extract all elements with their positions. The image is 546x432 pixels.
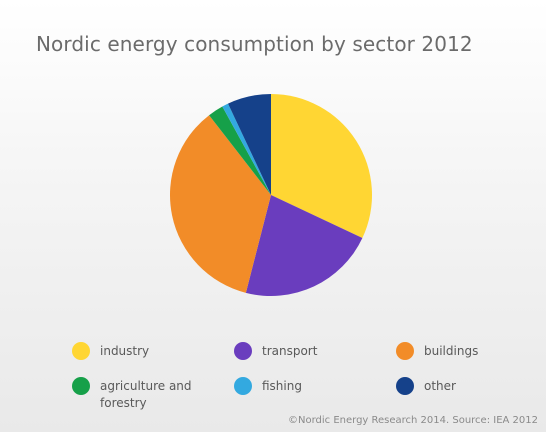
- pie-slice-agriculture-and-forestry: [209, 106, 271, 195]
- chart-title: Nordic energy consumption by sector 2012: [36, 32, 473, 56]
- pie-slice-buildings: [169, 115, 271, 293]
- source-note: ©Nordic Energy Research 2014. Source: IE…: [287, 415, 538, 426]
- pie-slice-transport: [245, 195, 363, 297]
- pie-slice-other: [228, 94, 271, 195]
- pie-slice-fishing: [222, 103, 271, 195]
- pie-slice-industry: [271, 93, 373, 238]
